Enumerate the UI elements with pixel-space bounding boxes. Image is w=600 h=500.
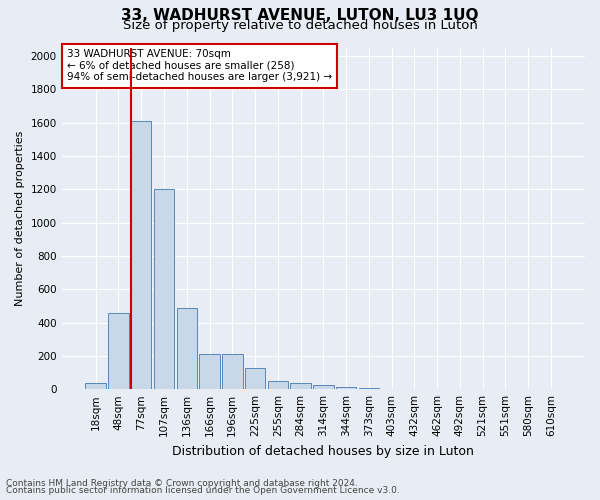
Bar xyxy=(199,354,220,389)
Text: Contains public sector information licensed under the Open Government Licence v3: Contains public sector information licen… xyxy=(6,486,400,495)
Text: Size of property relative to detached houses in Luton: Size of property relative to detached ho… xyxy=(122,18,478,32)
Text: Contains HM Land Registry data © Crown copyright and database right 2024.: Contains HM Land Registry data © Crown c… xyxy=(6,478,358,488)
Bar xyxy=(336,386,356,389)
Bar xyxy=(154,189,174,389)
Y-axis label: Number of detached properties: Number of detached properties xyxy=(15,130,25,306)
Bar xyxy=(245,368,265,389)
X-axis label: Distribution of detached houses by size in Luton: Distribution of detached houses by size … xyxy=(172,444,474,458)
Bar xyxy=(85,384,106,389)
Bar xyxy=(222,354,242,389)
Text: 33, WADHURST AVENUE, LUTON, LU3 1UQ: 33, WADHURST AVENUE, LUTON, LU3 1UQ xyxy=(121,8,479,22)
Bar xyxy=(359,388,379,389)
Bar xyxy=(268,381,288,389)
Bar xyxy=(382,388,402,389)
Bar xyxy=(176,308,197,389)
Bar xyxy=(108,314,129,389)
Bar xyxy=(131,121,151,389)
Text: 33 WADHURST AVENUE: 70sqm
← 6% of detached houses are smaller (258)
94% of semi-: 33 WADHURST AVENUE: 70sqm ← 6% of detach… xyxy=(67,49,332,82)
Bar xyxy=(313,385,334,389)
Bar xyxy=(290,382,311,389)
